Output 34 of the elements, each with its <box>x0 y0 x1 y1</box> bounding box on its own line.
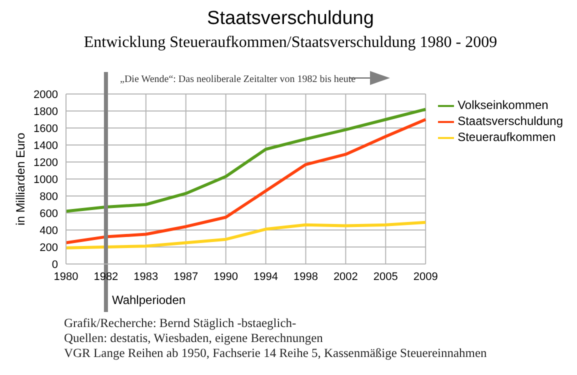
legend-label: Staatsverschuldung <box>458 114 563 128</box>
ref-line-label: Wahlperioden <box>112 293 186 307</box>
x-tick-label: 1982 <box>94 270 118 283</box>
x-tick-label: 1980 <box>54 270 78 283</box>
y-tick-label: 800 <box>40 190 58 203</box>
x-tick-label: 1987 <box>174 270 198 283</box>
y-tick-label: 1800 <box>34 106 58 118</box>
y-tick-label: 1600 <box>34 122 58 135</box>
x-tick-label: 2005 <box>373 270 398 283</box>
y-tick-label: 600 <box>40 208 58 220</box>
text: Grafik/Recherche: Bernd Stäglich -bstaeglich- <box>64 316 298 331</box>
y-tick-label: 200 <box>40 242 58 254</box>
legend-label: Volkseinkommen <box>458 98 548 112</box>
chart-title: Staatsverschuldung <box>206 8 375 30</box>
y-tick-label: 1200 <box>34 156 58 169</box>
x-tick-label: 2002 <box>333 270 358 283</box>
line-series <box>64 220 428 250</box>
y-axis-title: in Milliarden Euro <box>13 132 28 226</box>
text: VGR Lange Reihen ab 1950, Fachserie 14 Reihe 5, Kassenmäßige Steuereinnahmen <box>64 346 488 361</box>
x-tick-label: 2009 <box>413 270 438 283</box>
y-tick-label: 1400 <box>34 140 58 152</box>
legend-label: Steueraufkommen <box>458 130 556 144</box>
x-tick-label: 1983 <box>134 270 158 283</box>
chart-subtitle: Entwicklung Steueraufkommen/Staatsverschuldung 1980 - 2009 <box>82 34 498 52</box>
x-tick-label: 1998 <box>293 270 318 283</box>
y-tick-label: 0 <box>52 258 58 271</box>
source-note: Quellen: destatis, Wiesbaden, eigene Berechnungen <box>64 331 324 346</box>
line-series <box>64 108 428 213</box>
y-tick-label: 2000 <box>34 88 58 101</box>
y-tick-label: 1000 <box>34 174 58 186</box>
x-tick-label: 1994 <box>254 270 278 283</box>
y-tick-label: 400 <box>40 224 58 237</box>
x-tick-label: 1990 <box>214 270 238 283</box>
line-series <box>64 118 428 244</box>
